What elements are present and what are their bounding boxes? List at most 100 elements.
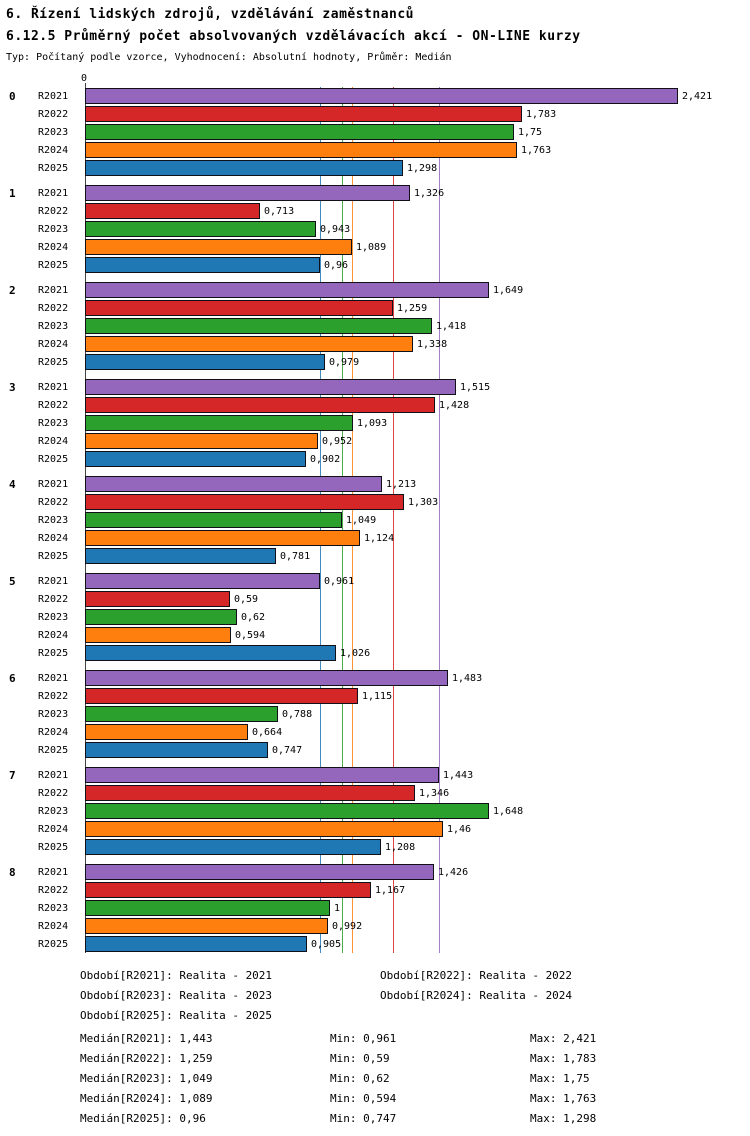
bar-r2021-group-7 bbox=[85, 767, 439, 783]
group-label: 7 bbox=[9, 768, 16, 782]
bar-value-label: 1,515 bbox=[460, 381, 491, 393]
series-label: R2024 bbox=[38, 726, 69, 738]
bar-row: R2022 1,428 bbox=[0, 396, 750, 414]
stat-min: Min: 0,59 bbox=[330, 1052, 390, 1065]
series-label: R2021 bbox=[38, 866, 69, 878]
series-label: R2023 bbox=[38, 514, 69, 526]
series-label: R2021 bbox=[38, 187, 69, 199]
bar-row: R2024 0,992 bbox=[0, 917, 750, 935]
bar-area: 1,783 bbox=[85, 106, 750, 122]
series-label: R2024 bbox=[38, 338, 69, 350]
bar-value-label: 1,115 bbox=[362, 690, 393, 702]
stat-min: Min: 0,62 bbox=[330, 1072, 390, 1085]
stat-min: Min: 0,961 bbox=[330, 1032, 397, 1045]
bar-group-4: 4 R2021 1,213 R2022 1,303 R2023 1,049 R2024 1,12… bbox=[0, 475, 750, 565]
bar-value-label: 0,992 bbox=[332, 920, 363, 932]
bar-r2021-group-6 bbox=[85, 670, 448, 686]
bar-area: 1,026 bbox=[85, 645, 750, 661]
median-line-r2022 bbox=[393, 87, 395, 953]
bar-row: R2022 1,167 bbox=[0, 881, 750, 899]
median-line-r2021 bbox=[438, 87, 440, 953]
bar-row: R2023 0,788 bbox=[0, 705, 750, 723]
bar-value-label: 1,443 bbox=[443, 769, 474, 781]
stat-max: Max: 1,298 bbox=[530, 1112, 597, 1125]
bar-value-label: 1,649 bbox=[493, 284, 524, 296]
chart-subtitle: 6.12.5 Průměrný počet absolvovaných vzdě… bbox=[6, 29, 581, 44]
legend-item: Období[R2022]: Realita - 2022 bbox=[380, 969, 573, 982]
bar-area: 1,648 bbox=[85, 803, 750, 819]
bar-r2025-group-6 bbox=[85, 742, 268, 758]
bar-area: 1,213 bbox=[85, 476, 750, 492]
bar-r2022-group-5 bbox=[85, 591, 230, 607]
bar-row: R2024 0,594 bbox=[0, 626, 750, 644]
bar-area: 0,62 bbox=[85, 609, 750, 625]
bar-r2022-group-3 bbox=[85, 397, 435, 413]
series-label: R2022 bbox=[38, 205, 69, 217]
plot-area: 0 R2021 2,421 R2022 1,783 R2023 1,75 R2024 1,763… bbox=[0, 83, 750, 953]
report-header: 6. Řízení lidských zdrojů, vzdělávání za… bbox=[0, 0, 750, 63]
bar-value-label: 1,338 bbox=[417, 338, 448, 350]
bar-row: R2025 0,979 bbox=[0, 353, 750, 371]
bar-r2023-group-5 bbox=[85, 609, 237, 625]
bar-area: 1,428 bbox=[85, 397, 750, 413]
bar-area: 1,089 bbox=[85, 239, 750, 255]
series-label: R2022 bbox=[38, 302, 69, 314]
bar-r2021-group-3 bbox=[85, 379, 456, 395]
bar-area: 1,093 bbox=[85, 415, 750, 431]
stats-grid: Medián[R2021]: 1,443 Min: 0,961 Max: 2,4… bbox=[80, 1032, 750, 1125]
bar-r2025-group-3 bbox=[85, 451, 306, 467]
bar-row: 0 R2021 2,421 bbox=[0, 87, 750, 105]
legend: Období[R2021]: Realita - 2021 Období[R20… bbox=[80, 969, 750, 1125]
bar-row: R2024 1,338 bbox=[0, 335, 750, 353]
bar-value-label: 0,961 bbox=[324, 575, 355, 587]
stat-min: Min: 0,594 bbox=[330, 1092, 397, 1105]
bar-r2021-group-5 bbox=[85, 573, 320, 589]
bar-group-3: 3 R2021 1,515 R2022 1,428 R2023 1,093 R2024 0,95… bbox=[0, 378, 750, 468]
bar-area: 1,483 bbox=[85, 670, 750, 686]
bar-row: 5 R2021 0,961 bbox=[0, 572, 750, 590]
group-label: 5 bbox=[9, 574, 16, 588]
bar-value-label: 1,089 bbox=[356, 241, 387, 253]
bar-row: R2024 1,089 bbox=[0, 238, 750, 256]
stat-max: Max: 1,75 bbox=[530, 1072, 590, 1085]
median-line-r2023 bbox=[342, 87, 343, 953]
bar-value-label: 0,781 bbox=[280, 550, 311, 562]
bar-r2023-group-1 bbox=[85, 221, 316, 237]
bar-row: R2024 1,124 bbox=[0, 529, 750, 547]
bar-row: R2022 1,346 bbox=[0, 784, 750, 802]
bar-row: R2023 1,648 bbox=[0, 802, 750, 820]
bar-area: 1,515 bbox=[85, 379, 750, 395]
bar-area: 1,049 bbox=[85, 512, 750, 528]
bar-r2024-group-5 bbox=[85, 627, 231, 643]
bar-r2021-group-4 bbox=[85, 476, 382, 492]
bar-row: R2025 1,298 bbox=[0, 159, 750, 177]
bar-value-label: 1,418 bbox=[436, 320, 467, 332]
bar-value-label: 0,594 bbox=[235, 629, 266, 641]
bar-area: 0,979 bbox=[85, 354, 750, 370]
bar-group-1: 1 R2021 1,326 R2022 0,713 R2023 0,943 R2024 1,08… bbox=[0, 184, 750, 274]
bar-row: 3 R2021 1,515 bbox=[0, 378, 750, 396]
series-label: R2021 bbox=[38, 381, 69, 393]
bar-value-label: 0,747 bbox=[272, 744, 303, 756]
bar-r2024-group-3 bbox=[85, 433, 318, 449]
bar-area: 0,952 bbox=[85, 433, 750, 449]
bar-group-7: 7 R2021 1,443 R2022 1,346 R2023 1,648 R2024 1,46… bbox=[0, 766, 750, 856]
series-label: R2025 bbox=[38, 162, 69, 174]
series-label: R2023 bbox=[38, 223, 69, 235]
bar-value-label: 1,426 bbox=[438, 866, 469, 878]
bar-r2024-group-4 bbox=[85, 530, 360, 546]
series-label: R2023 bbox=[38, 126, 69, 138]
series-label: R2022 bbox=[38, 884, 69, 896]
series-label: R2025 bbox=[38, 938, 69, 950]
bar-value-label: 1,208 bbox=[385, 841, 416, 853]
series-label: R2023 bbox=[38, 902, 69, 914]
bar-r2025-group-0 bbox=[85, 160, 403, 176]
bar-value-label: 0,664 bbox=[252, 726, 283, 738]
series-label: R2022 bbox=[38, 399, 69, 411]
stat-median: Medián[R2023]: 1,049 bbox=[80, 1072, 213, 1085]
bar-r2023-group-3 bbox=[85, 415, 353, 431]
legend-item: Období[R2021]: Realita - 2021 bbox=[80, 969, 273, 982]
bar-row: R2023 0,62 bbox=[0, 608, 750, 626]
bar-row: R2022 1,303 bbox=[0, 493, 750, 511]
series-label: R2023 bbox=[38, 611, 69, 623]
